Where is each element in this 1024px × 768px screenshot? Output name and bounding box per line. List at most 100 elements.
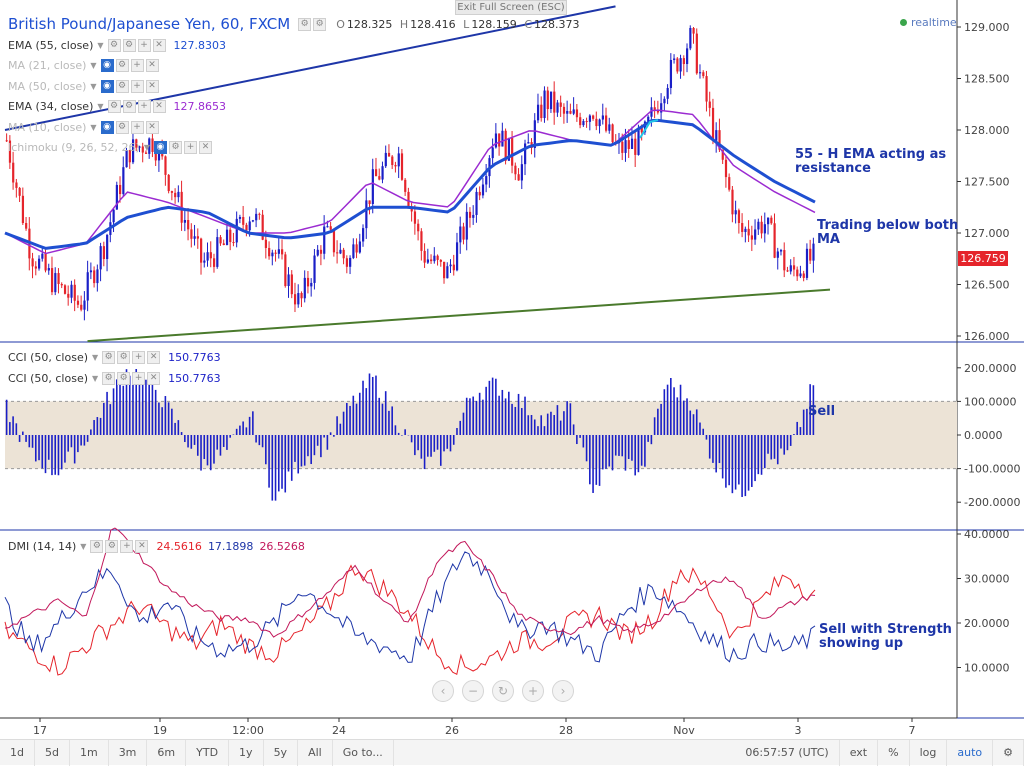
chevron-down-icon[interactable]: ▼ — [90, 61, 97, 70]
settings-icon[interactable]: ⚙ — [107, 100, 121, 113]
eye-icon[interactable]: ◉ — [153, 141, 167, 154]
add-icon[interactable]: + — [137, 38, 151, 52]
cci-add-button-2[interactable]: + — [132, 371, 146, 385]
legend-row-2[interactable]: MA (50, close) ▼ ◉ ⚙ + ✕ — [8, 77, 165, 95]
zoom-out-icon[interactable]: − — [462, 680, 484, 702]
legend-indicator-name[interactable]: MA (10, close) — [8, 120, 87, 134]
chevron-down-icon[interactable]: ▼ — [92, 373, 99, 383]
candle-body — [776, 251, 779, 258]
cci-remove-button[interactable]: ✕ — [147, 350, 161, 364]
add-icon[interactable]: + — [130, 59, 144, 72]
scale-toggle-0[interactable]: ext — [840, 739, 879, 766]
eye-icon[interactable]: ◉ — [100, 120, 114, 134]
remove-icon[interactable]: ✕ — [145, 79, 159, 93]
range-button-1[interactable]: 5d — [35, 739, 70, 766]
legend-row-4[interactable]: MA (10, close) ▼ ◉ ⚙ + ✕ — [8, 118, 165, 136]
legend-indicator-name[interactable]: EMA (34, close) — [8, 100, 94, 113]
candle-body — [637, 127, 640, 155]
range-button-0[interactable]: 1d — [0, 739, 35, 766]
remove-icon[interactable]: ✕ — [145, 59, 159, 72]
add-icon[interactable]: + — [137, 100, 151, 113]
legend-row-1[interactable]: MA (21, close) ▼ ◉ ⚙ + ✕ — [8, 57, 165, 75]
remove-icon[interactable]: ✕ — [152, 100, 166, 113]
range-button-9[interactable]: Go to... — [333, 739, 394, 766]
dmi-settings-button[interactable]: ⚙ — [90, 539, 104, 553]
price-tick-label: 129.000 — [964, 21, 1010, 34]
format-icon[interactable]: ⚙ — [122, 38, 136, 52]
legend-indicator-name[interactable]: MA (50, close) — [8, 79, 87, 93]
dmi-remove-button[interactable]: ✕ — [135, 539, 149, 553]
range-button-4[interactable]: 6m — [147, 739, 187, 766]
chevron-down-icon[interactable]: ▼ — [92, 352, 99, 362]
time-tick-label: 24 — [332, 724, 346, 737]
range-button-2[interactable]: 1m — [70, 739, 109, 766]
gear-icon[interactable]: ⚙ — [993, 739, 1024, 766]
chevron-down-icon[interactable]: ▼ — [80, 541, 87, 551]
chevron-down-icon[interactable]: ▼ — [97, 40, 104, 50]
scale-toggle-1[interactable]: % — [878, 739, 910, 766]
candle-body — [196, 236, 199, 239]
cci-legend-name-2[interactable]: CCI (50, close) — [8, 371, 89, 385]
utc-clock[interactable]: 06:57:57 (UTC) — [735, 739, 840, 766]
range-button-6[interactable]: 1y — [229, 739, 264, 766]
cci-legend-name[interactable]: CCI (50, close) — [8, 350, 89, 364]
scale-toggle-3[interactable]: auto — [947, 739, 994, 766]
cci-legend-row[interactable]: CCI (50, close) ▼ ⚙ ⚙ + ✕ 150.7763 — [8, 348, 221, 366]
chevron-down-icon[interactable]: ▼ — [143, 143, 150, 152]
range-button-7[interactable]: 5y — [264, 739, 299, 766]
candle-body — [242, 217, 245, 225]
reset-chart-icon[interactable]: ↻ — [492, 680, 514, 702]
cci-settings-button-2[interactable]: ⚙ — [102, 371, 116, 385]
range-button-5[interactable]: YTD — [186, 739, 230, 766]
scroll-left-icon[interactable]: ‹ — [432, 680, 454, 702]
cci-add-button[interactable]: + — [132, 350, 146, 364]
remove-icon[interactable]: ✕ — [152, 38, 166, 52]
symbol-title[interactable]: British Pound/Japanese Yen, 60, FXCM — [8, 15, 291, 33]
scale-toggle-2[interactable]: log — [910, 739, 948, 766]
legend-row-3[interactable]: EMA (34, close) ▼ ⚙ ⚙ + ✕ 127.8653 — [8, 98, 226, 116]
dmi-legend-name[interactable]: DMI (14, 14) — [8, 539, 77, 553]
header-format-button[interactable]: ⚙ — [313, 17, 327, 31]
format-icon[interactable]: ⚙ — [115, 120, 129, 134]
settings-icon[interactable]: ⚙ — [107, 38, 121, 52]
format-icon[interactable]: ⚙ — [115, 79, 129, 93]
remove-icon[interactable]: ✕ — [198, 141, 212, 154]
chevron-down-icon[interactable]: ▼ — [97, 102, 104, 111]
candle-body — [472, 214, 475, 218]
scroll-right-icon[interactable]: › — [552, 680, 574, 702]
dmi-add-button[interactable]: + — [120, 539, 134, 553]
candle-body — [34, 266, 37, 269]
dmi-format-button[interactable]: ⚙ — [105, 539, 119, 553]
cci-legend-row-2[interactable]: CCI (50, close) ▼ ⚙ ⚙ + ✕ 150.7763 — [8, 369, 221, 387]
legend-indicator-name[interactable]: MA (21, close) — [8, 59, 87, 72]
range-button-8[interactable]: All — [298, 739, 333, 766]
format-icon[interactable]: ⚙ — [122, 100, 136, 113]
legend-indicator-name[interactable]: Ichimoku (9, 26, 52, 26) — [8, 141, 140, 154]
add-icon[interactable]: + — [130, 120, 144, 134]
cci-format-button[interactable]: ⚙ — [117, 350, 131, 364]
format-icon[interactable]: ⚙ — [115, 59, 129, 72]
candle-body — [455, 242, 459, 271]
legend-row-5[interactable]: Ichimoku (9, 26, 52, 26) ▼ ◉ ⚙ + ✕ — [8, 139, 218, 157]
cci-settings-button[interactable]: ⚙ — [102, 350, 116, 364]
cci-format-button-2[interactable]: ⚙ — [117, 371, 131, 385]
eye-icon[interactable]: ◉ — [100, 59, 114, 72]
add-icon[interactable]: + — [130, 79, 144, 93]
add-icon[interactable]: + — [183, 141, 197, 154]
dmi-legend-row[interactable]: DMI (14, 14) ▼ ⚙ ⚙ + ✕ 24.5616 17.1898 2… — [8, 537, 305, 555]
eye-icon[interactable]: ◉ — [100, 79, 114, 93]
format-icon[interactable]: ⚙ — [168, 141, 182, 154]
range-button-3[interactable]: 3m — [109, 739, 148, 766]
cci-remove-button-2[interactable]: ✕ — [147, 371, 161, 385]
zoom-in-icon[interactable]: + — [522, 680, 544, 702]
remove-icon[interactable]: ✕ — [145, 120, 159, 134]
legend-indicator-name[interactable]: EMA (55, close) — [8, 38, 94, 52]
chevron-down-icon[interactable]: ▼ — [90, 81, 97, 91]
legend-row-0[interactable]: EMA (55, close) ▼ ⚙ ⚙ + ✕ 127.8303 — [8, 36, 226, 54]
exit-fullscreen-button[interactable]: Exit Full Screen (ESC) — [455, 0, 567, 15]
chevron-down-icon[interactable]: ▼ — [90, 122, 97, 132]
annotation-cci-sell: Sell — [808, 404, 836, 419]
header-settings-button[interactable]: ⚙ — [298, 17, 312, 31]
